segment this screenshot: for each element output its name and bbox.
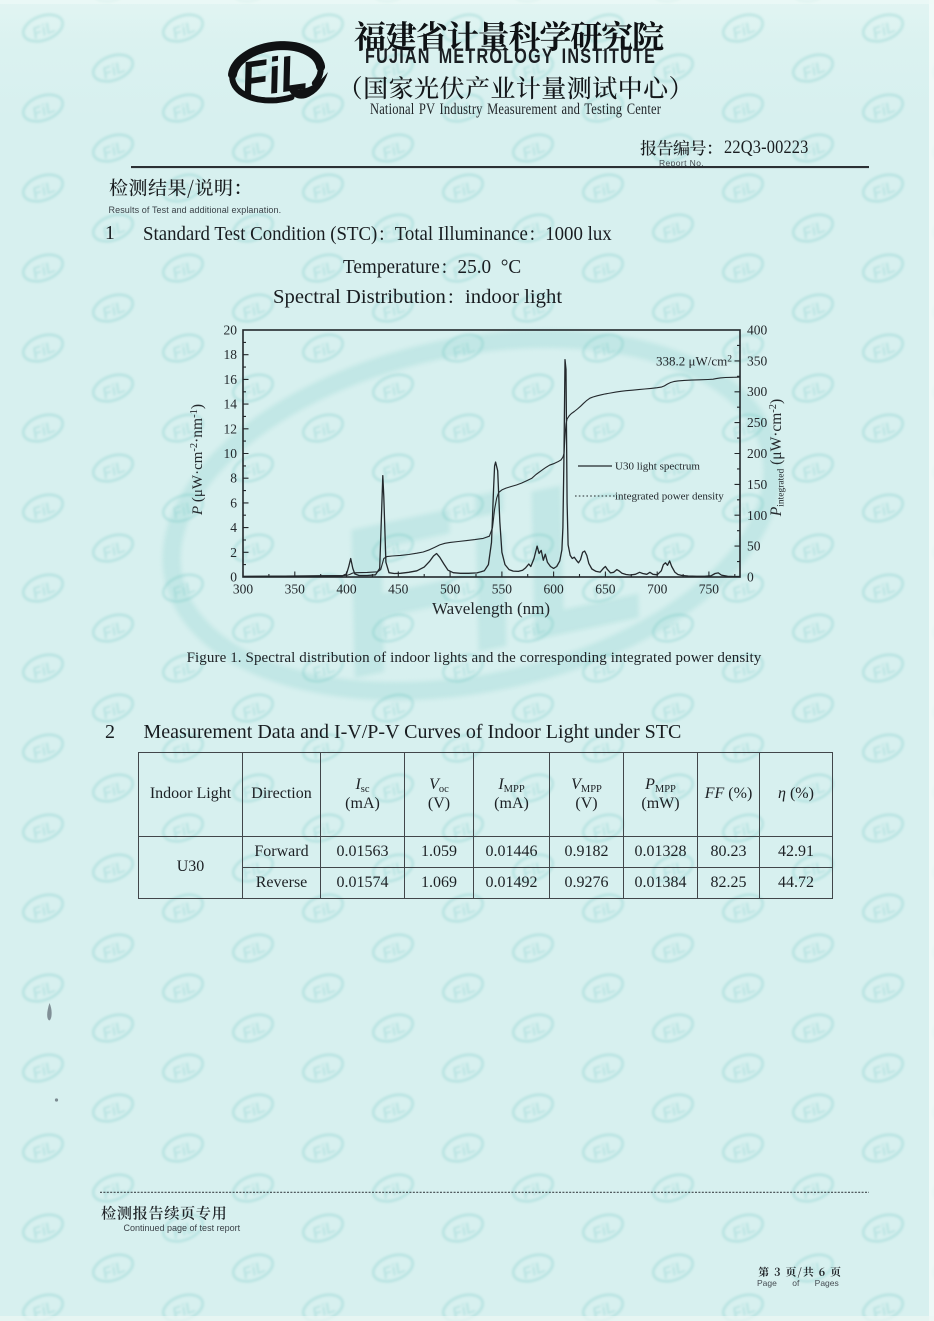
svg-text:4: 4 [230, 520, 237, 535]
svg-text:400: 400 [747, 323, 768, 338]
svg-text:338.2 μW/cm2: 338.2 μW/cm2 [656, 354, 732, 369]
svg-text:350: 350 [285, 582, 306, 597]
svg-text:20: 20 [224, 323, 238, 338]
svg-text:8: 8 [230, 471, 237, 486]
svg-text:0: 0 [230, 570, 237, 585]
svg-text:Pintegrated (μW·cm-2): Pintegrated (μW·cm-2) [768, 399, 787, 517]
svg-text:600: 600 [543, 582, 564, 597]
svg-text:500: 500 [440, 582, 461, 597]
svg-text:0: 0 [747, 570, 754, 585]
svg-text:16: 16 [224, 372, 238, 387]
svg-text:700: 700 [647, 582, 668, 597]
svg-text:150: 150 [747, 477, 768, 492]
svg-text:250: 250 [747, 415, 768, 430]
svg-text:2: 2 [230, 545, 237, 560]
svg-text:50: 50 [747, 539, 761, 554]
svg-text:U30 light spectrum: U30 light spectrum [615, 461, 700, 473]
svg-text:400: 400 [336, 582, 357, 597]
svg-text:550: 550 [492, 582, 513, 597]
svg-text:350: 350 [747, 353, 768, 368]
svg-text:10: 10 [224, 446, 238, 461]
svg-text:6: 6 [230, 495, 237, 510]
svg-text:100: 100 [747, 508, 768, 523]
svg-text:300: 300 [747, 384, 768, 399]
svg-text:14: 14 [224, 397, 238, 412]
svg-text:P (μW·cm-2·nm-1): P (μW·cm-2·nm-1) [189, 404, 206, 516]
svg-text:450: 450 [388, 582, 409, 597]
svg-text:650: 650 [595, 582, 616, 597]
svg-text:200: 200 [747, 446, 768, 461]
svg-text:300: 300 [233, 582, 254, 597]
svg-text:18: 18 [224, 347, 238, 362]
svg-text:integrated power density: integrated power density [615, 491, 724, 503]
svg-text:750: 750 [699, 582, 720, 597]
svg-text:Wavelength (nm): Wavelength (nm) [432, 599, 550, 618]
svg-text:12: 12 [224, 421, 238, 436]
